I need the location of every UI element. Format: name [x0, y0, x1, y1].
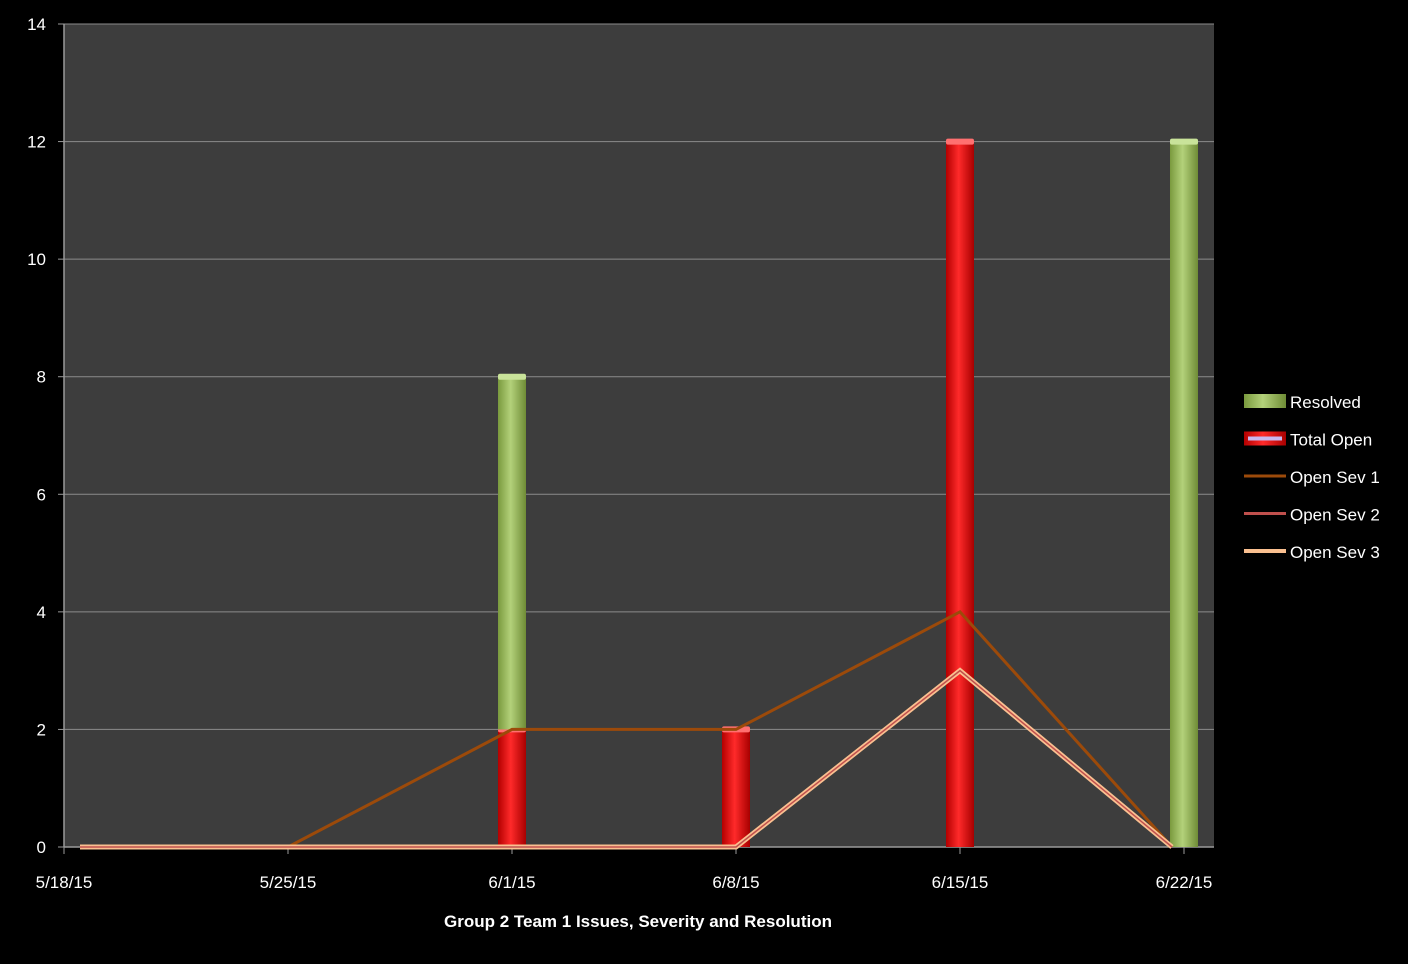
- line-open-sev-2: [80, 669, 1173, 848]
- bars: [498, 138, 1198, 848]
- x-tick-label: 6/22/15: [1156, 873, 1213, 892]
- x-tick-label: 6/15/15: [932, 873, 989, 892]
- plot-area: [64, 24, 1214, 847]
- y-tick-label: 8: [37, 368, 46, 387]
- legend-label: Open Sev 1: [1290, 468, 1380, 487]
- legend-item: Open Sev 3: [1244, 543, 1380, 562]
- y-tick-label: 0: [37, 838, 46, 857]
- legend-swatch: [1244, 394, 1286, 408]
- y-tick-label: 14: [27, 15, 46, 34]
- bar-cap: [498, 373, 526, 380]
- x-axis-label: Group 2 Team 1 Issues, Severity and Reso…: [444, 912, 832, 931]
- bar-total-open: [498, 729, 526, 847]
- y-tick-label: 6: [37, 485, 46, 504]
- x-tick-label: 6/8/15: [712, 873, 759, 892]
- legend-label: Open Sev 3: [1290, 543, 1380, 562]
- bar-resolved: [1170, 141, 1198, 848]
- bar-cap: [1170, 138, 1198, 145]
- y-tick-label: 2: [37, 720, 46, 739]
- bar-total-open: [946, 141, 974, 848]
- x-tick-labels: 5/18/15 5/25/15 6/1/15 6/8/15 6/15/15 6/22/15: [36, 873, 1213, 892]
- legend-label: Total Open: [1290, 431, 1372, 450]
- legend: Resolved Total Open Open Sev 1 Open Sev 2 Op…: [1244, 393, 1380, 562]
- legend-item: Open Sev 1: [1244, 468, 1380, 487]
- x-tick-label: 5/18/15: [36, 873, 93, 892]
- y-tick-label: 10: [27, 250, 46, 269]
- legend-label: Resolved: [1290, 393, 1361, 412]
- bar-cap: [946, 138, 974, 145]
- legend-item: Open Sev 2: [1244, 506, 1380, 525]
- x-tick-label: 5/25/15: [260, 873, 317, 892]
- y-tick-label: 12: [27, 133, 46, 152]
- legend-item: Total Open: [1244, 431, 1372, 450]
- bar-resolved: [498, 376, 526, 730]
- series-lines: [80, 609, 1174, 850]
- x-tick-label: 6/1/15: [488, 873, 535, 892]
- grid-lines: [64, 23, 1214, 730]
- legend-swatch-highlight: [1248, 436, 1282, 441]
- legend-label: Open Sev 2: [1290, 506, 1380, 525]
- bar-total-open: [722, 729, 750, 847]
- legend-item: Resolved: [1244, 393, 1361, 412]
- y-tick-label: 4: [37, 603, 46, 622]
- y-tick-labels: 0 2 4 6 8 10 12 14: [27, 15, 46, 857]
